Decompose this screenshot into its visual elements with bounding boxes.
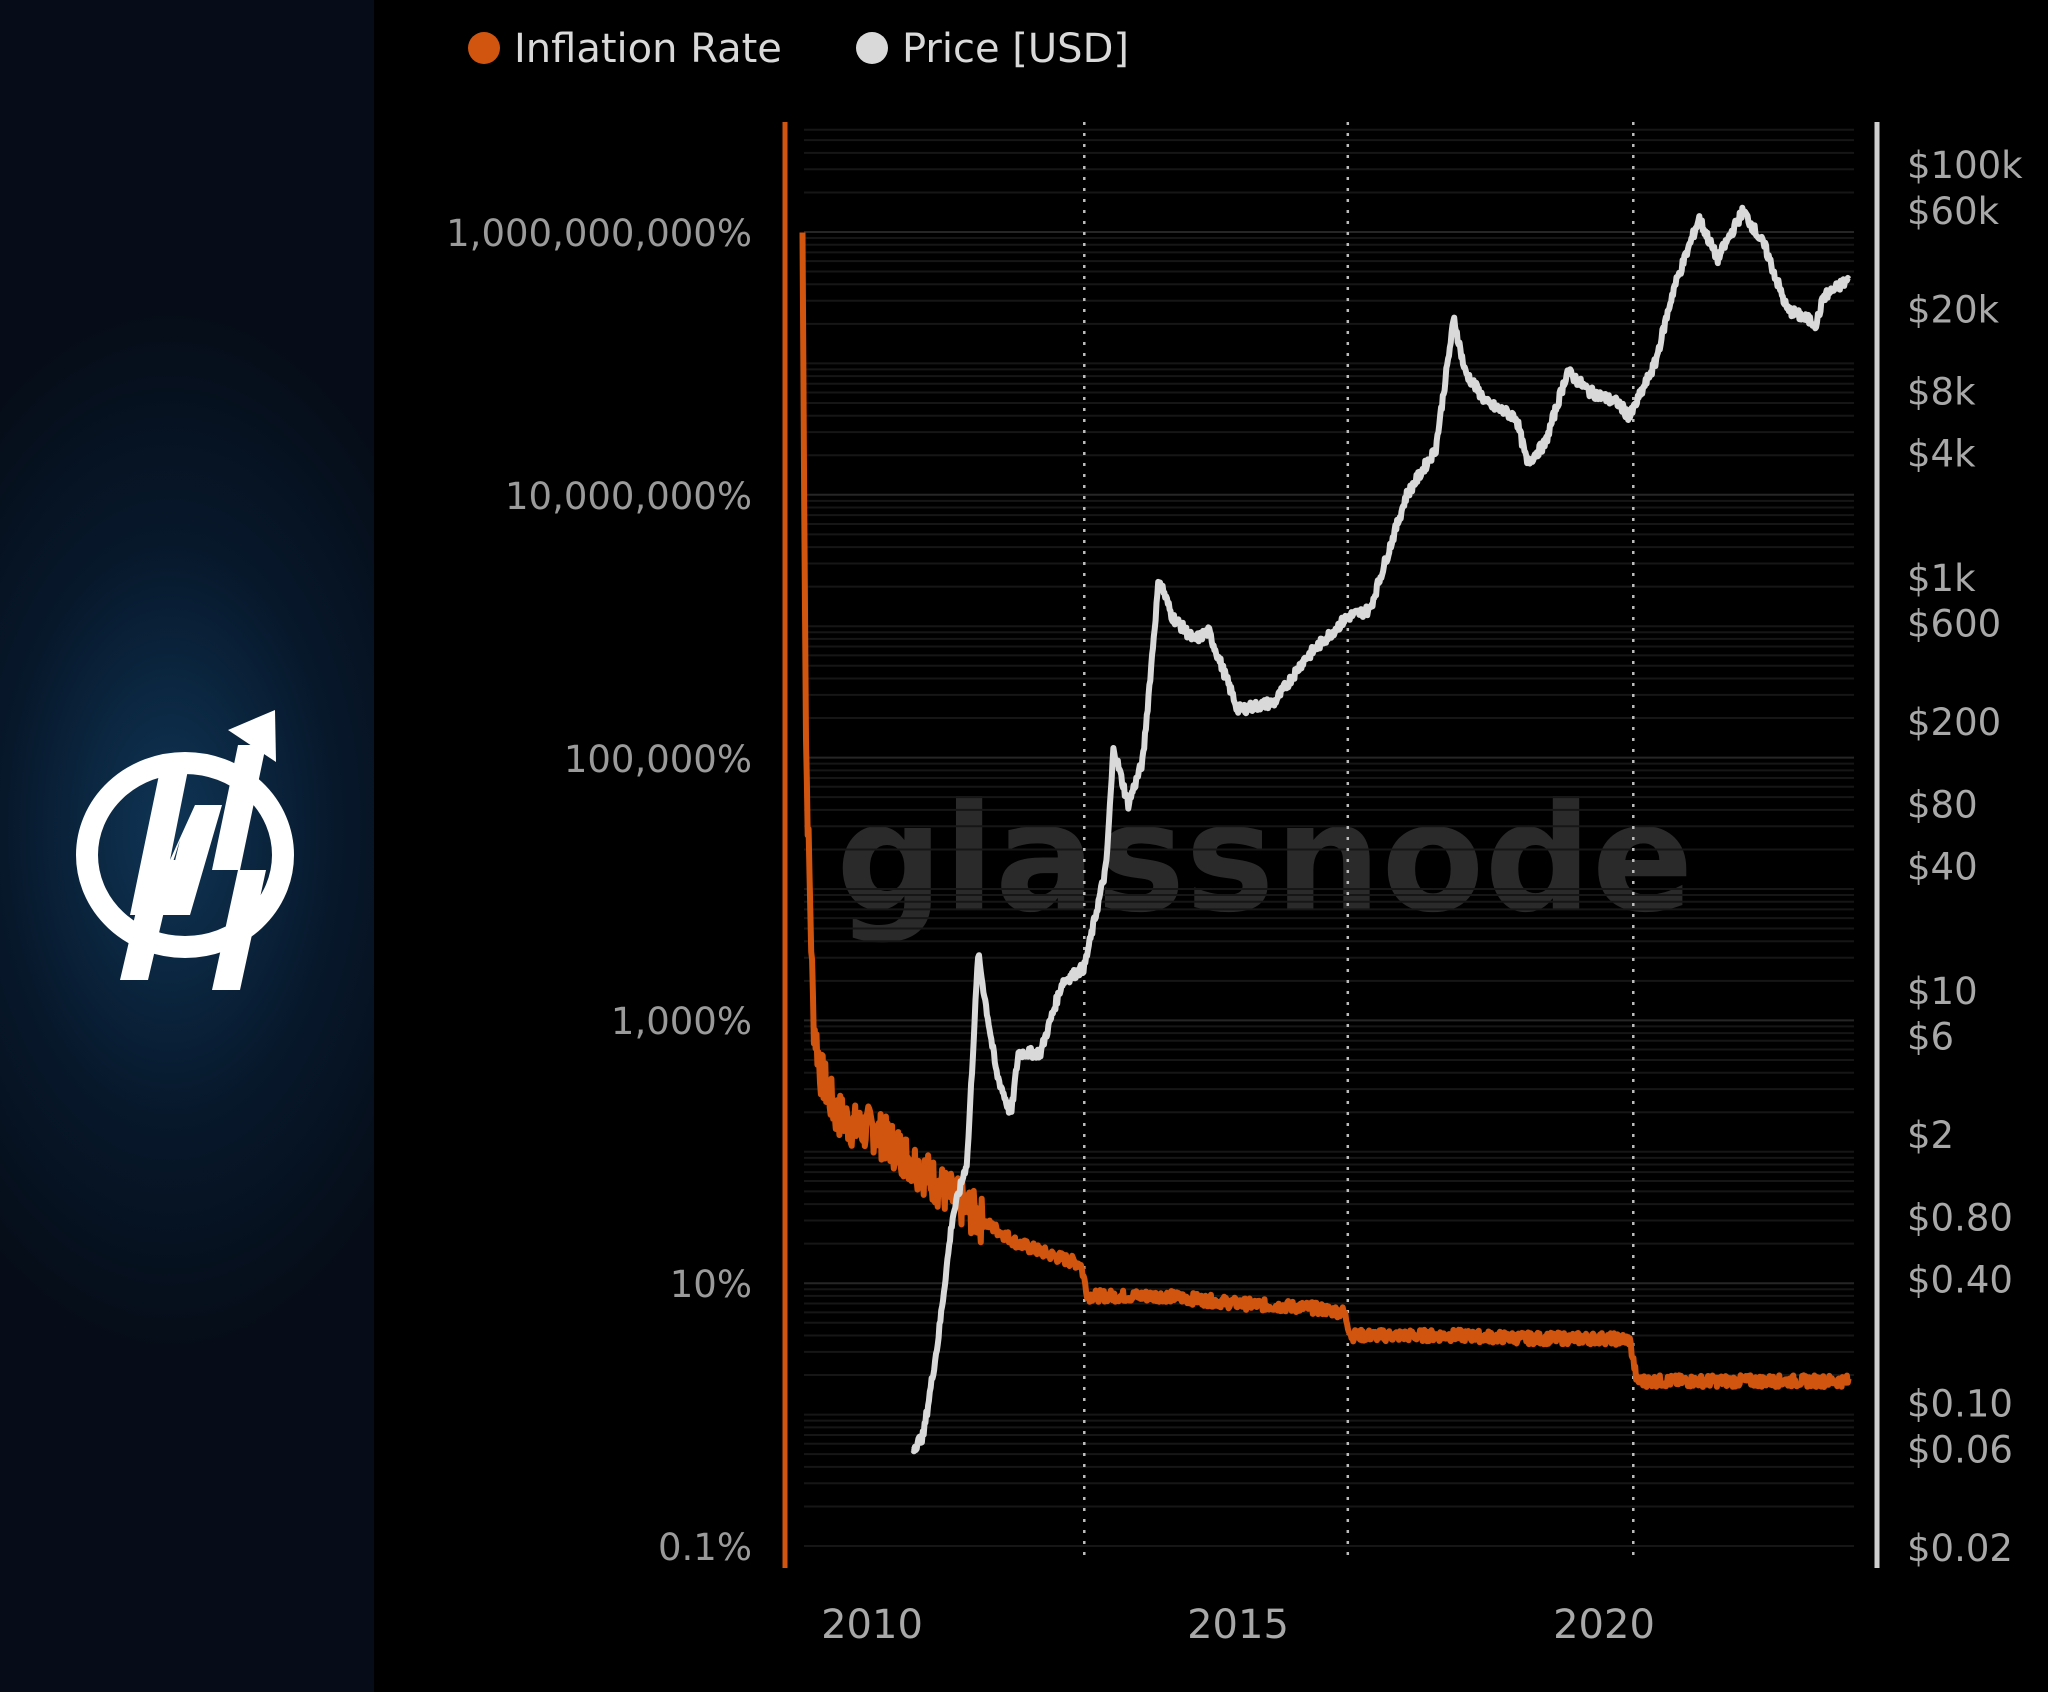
ytick-left-label: 0.1% <box>658 1526 752 1569</box>
x-axis-ticks: 2010 2015 2020 <box>821 1602 1655 1648</box>
ytick-right-label: $0.02 <box>1907 1527 2013 1570</box>
xtick-label: 2020 <box>1553 1602 1655 1648</box>
ytick-right-label: $200 <box>1907 701 2001 744</box>
glassnode-watermark: glassnode <box>836 772 1694 946</box>
right-axis-ticks: $100k$60k$20k$8k$4k$1k$600$200$80$40$10$… <box>1907 144 2023 1570</box>
xtick-label: 2010 <box>821 1602 923 1648</box>
ytick-right-label: $40 <box>1907 846 1978 889</box>
ytick-right-label: $2 <box>1907 1114 1954 1157</box>
ytick-right-label: $60k <box>1907 190 2000 233</box>
xtick-label: 2015 <box>1187 1602 1289 1648</box>
legend: Inflation Rate Price [USD] <box>468 26 1129 72</box>
ytick-left-label: 1,000,000,000% <box>446 212 752 255</box>
legend-label-price[interactable]: Price [USD] <box>902 26 1129 72</box>
ytick-right-label: $0.80 <box>1907 1196 2013 1239</box>
legend-label-inflation[interactable]: Inflation Rate <box>514 26 782 72</box>
gridlines <box>804 128 1854 1547</box>
ytick-right-label: $80 <box>1907 783 1978 826</box>
ytick-right-label: $4k <box>1907 433 1976 476</box>
ytick-left-label: 1,000% <box>611 1000 752 1043</box>
newhedge-logo-icon <box>76 710 294 990</box>
ytick-left-label: 10% <box>670 1263 752 1306</box>
ytick-right-label: $8k <box>1907 370 1976 413</box>
ytick-right-label: $0.10 <box>1907 1383 2013 1426</box>
ytick-right-label: $0.06 <box>1907 1428 2013 1471</box>
legend-dot-price <box>856 32 888 64</box>
ytick-right-label: $20k <box>1907 288 2000 331</box>
ytick-right-label: $1k <box>1907 557 1976 600</box>
chart-canvas: Inflation Rate Price [USD] glassnode 1,0… <box>446 26 2023 1648</box>
ytick-right-label: $100k <box>1907 144 2023 187</box>
left-axis-ticks: 1,000,000,000% 10,000,000% 100,000% 1,00… <box>446 212 752 1569</box>
sidebar-panel <box>0 0 374 1692</box>
legend-dot-inflation <box>468 32 500 64</box>
ytick-left-label: 10,000,000% <box>505 475 752 518</box>
ytick-right-label: $600 <box>1907 603 2001 646</box>
ytick-right-label: $10 <box>1907 970 1978 1013</box>
inflation-rate-series <box>799 232 1852 1390</box>
ytick-right-label: $6 <box>1907 1016 1954 1059</box>
ytick-right-label: $0.40 <box>1907 1258 2013 1301</box>
price-usd-series <box>910 204 1852 1455</box>
ytick-left-label: 100,000% <box>564 738 752 781</box>
